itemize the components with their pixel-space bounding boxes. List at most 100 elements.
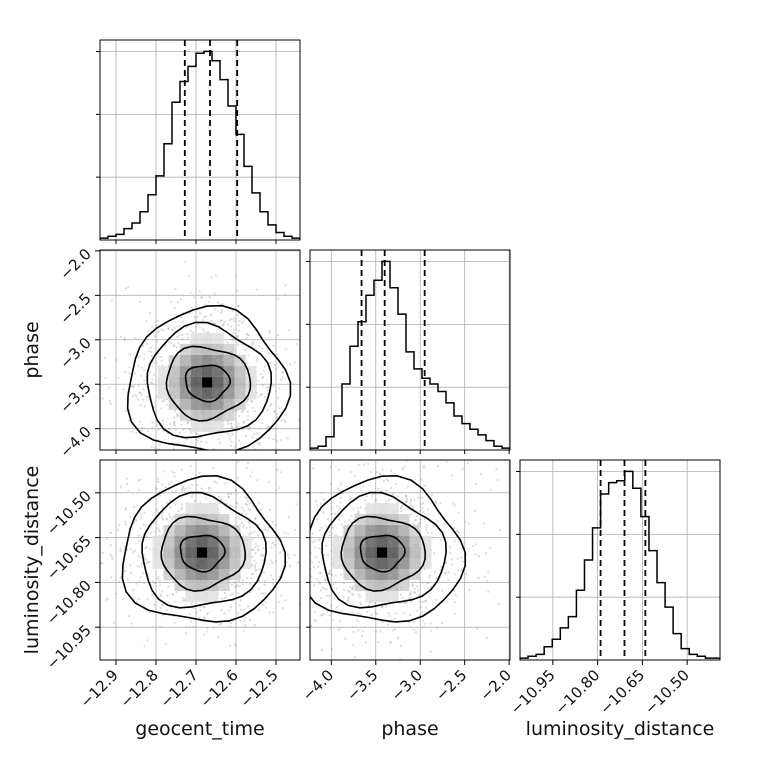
sample-point bbox=[330, 513, 333, 516]
sample-point bbox=[262, 553, 265, 556]
sample-point bbox=[164, 344, 167, 347]
density-cell bbox=[190, 332, 202, 344]
sample-point bbox=[166, 518, 169, 521]
sample-point bbox=[251, 538, 254, 541]
sample-point bbox=[248, 533, 251, 537]
sample-point bbox=[203, 617, 206, 620]
density-cell bbox=[223, 409, 235, 421]
sample-point bbox=[360, 634, 363, 638]
sample-point bbox=[457, 511, 460, 514]
sample-point bbox=[177, 324, 180, 327]
density-cell bbox=[163, 569, 175, 581]
sample-point bbox=[246, 403, 249, 406]
sample-point bbox=[193, 316, 196, 319]
sample-point bbox=[315, 500, 318, 503]
sample-point bbox=[156, 340, 159, 343]
sample-point bbox=[202, 633, 205, 636]
density-cell bbox=[152, 547, 164, 559]
sample-point bbox=[171, 518, 174, 521]
sample-point bbox=[311, 560, 314, 564]
sample-point bbox=[149, 381, 153, 384]
sample-point bbox=[183, 442, 186, 445]
sample-point bbox=[296, 561, 300, 564]
sample-point bbox=[115, 358, 119, 362]
sample-point bbox=[337, 628, 340, 631]
sample-point bbox=[211, 481, 213, 483]
sample-point bbox=[330, 604, 333, 607]
sample-point bbox=[325, 594, 328, 598]
sample-point bbox=[275, 413, 279, 416]
sample-point bbox=[172, 447, 175, 450]
sample-point bbox=[143, 352, 146, 355]
sample-point bbox=[154, 487, 157, 490]
sample-point bbox=[208, 300, 211, 303]
sample-point bbox=[281, 370, 284, 373]
sample-point bbox=[347, 589, 350, 592]
sample-point bbox=[247, 398, 250, 401]
sample-point bbox=[156, 424, 159, 427]
sample-point bbox=[188, 612, 192, 615]
density-cell bbox=[234, 365, 246, 377]
density-cell bbox=[212, 365, 224, 377]
sample-point bbox=[419, 613, 422, 616]
sample-point bbox=[239, 619, 242, 623]
sample-point bbox=[487, 590, 490, 593]
sample-point bbox=[246, 418, 249, 421]
sample-point bbox=[110, 299, 113, 302]
sample-point bbox=[410, 591, 413, 594]
sample-point bbox=[466, 461, 469, 465]
sample-point bbox=[455, 529, 458, 533]
sample-point bbox=[238, 704, 240, 706]
sample-point bbox=[230, 318, 233, 321]
density-cell bbox=[398, 525, 410, 537]
sample-point bbox=[153, 446, 156, 449]
sample-point bbox=[393, 617, 396, 620]
sample-point bbox=[283, 293, 287, 296]
sample-point bbox=[379, 630, 382, 633]
sample-point bbox=[124, 287, 127, 290]
density-cell bbox=[332, 547, 344, 559]
sample-point bbox=[329, 569, 332, 572]
sample-point bbox=[171, 593, 175, 596]
sample-point bbox=[403, 601, 406, 604]
density-cell bbox=[163, 525, 175, 537]
sample-point bbox=[145, 562, 148, 565]
density-cell bbox=[152, 558, 164, 570]
sample-point bbox=[240, 410, 243, 413]
sample-point bbox=[424, 518, 427, 521]
density-cell bbox=[354, 525, 366, 537]
sample-point bbox=[164, 643, 167, 646]
sample-point bbox=[449, 552, 452, 555]
density-cell bbox=[365, 514, 377, 526]
density-cell bbox=[218, 525, 230, 537]
density-cell bbox=[196, 503, 208, 515]
sample-point bbox=[167, 454, 169, 456]
sample-point bbox=[159, 594, 162, 598]
sample-point bbox=[467, 522, 470, 525]
sample-point bbox=[422, 600, 425, 604]
sample-point bbox=[155, 361, 158, 364]
density-cell bbox=[168, 365, 180, 377]
sample-point bbox=[237, 324, 240, 327]
sample-point bbox=[232, 581, 235, 584]
density-cell bbox=[229, 536, 241, 548]
sample-point bbox=[161, 515, 164, 518]
sample-point bbox=[374, 611, 377, 614]
sample-point bbox=[202, 319, 205, 322]
sample-point bbox=[302, 543, 304, 545]
sample-point bbox=[182, 599, 185, 602]
sample-point bbox=[413, 522, 416, 526]
sample-point bbox=[265, 537, 268, 540]
sample-point bbox=[242, 428, 245, 431]
sample-point bbox=[166, 432, 169, 435]
sample-point bbox=[151, 378, 154, 381]
sample-point bbox=[143, 557, 146, 560]
sample-point bbox=[231, 426, 234, 429]
sample-point bbox=[262, 603, 265, 607]
sample-point bbox=[132, 385, 135, 388]
x-tick-label-luminosity_distance: −10.80 bbox=[551, 666, 603, 718]
sample-point bbox=[166, 594, 169, 597]
sample-point bbox=[228, 434, 231, 437]
sample-point bbox=[331, 573, 334, 576]
sample-point bbox=[405, 500, 408, 503]
